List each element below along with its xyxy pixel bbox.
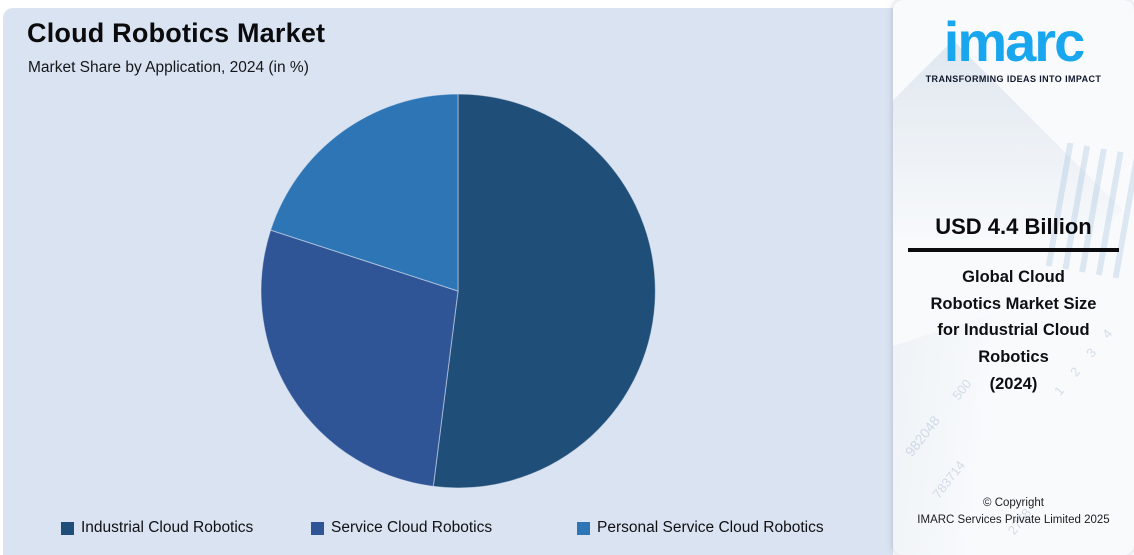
pie-slice — [269, 93, 459, 292]
legend-swatch — [311, 521, 324, 535]
legend-label: Personal Service Cloud Robotics — [597, 519, 824, 536]
legend-swatch — [61, 521, 74, 535]
copyright-line2: IMARC Services Private Limited 2025 — [917, 514, 1110, 527]
legend-swatch — [577, 521, 590, 535]
legend-item: Service Cloud Robotics — [311, 519, 577, 537]
pie-slice — [432, 93, 656, 489]
market-size-description: Global Cloud Robotics Market Size for In… — [930, 268, 1097, 393]
imarc-logo: imarc TRANSFORMING IDEAS INTO IMPACT — [893, 10, 1134, 84]
copyright: © Copyright IMARC Services Private Limit… — [893, 495, 1134, 530]
legend: Industrial Cloud Robotics Service Cloud R… — [61, 519, 883, 537]
chart-subtitle: Market Share by Application, 2024 (in %) — [28, 59, 309, 76]
market-size-value: USD 4.4 Billion — [935, 214, 1092, 239]
legend-label: Service Cloud Robotics — [331, 519, 493, 536]
divider — [908, 248, 1119, 252]
imarc-logo-tagline: TRANSFORMING IDEAS INTO IMPACT — [925, 74, 1102, 85]
chart-area: Cloud Robotics Market Market Share by Ap… — [3, 8, 893, 555]
imarc-logo-text: imarc — [943, 10, 1085, 73]
pie-chart — [260, 93, 656, 489]
legend-label: Industrial Cloud Robotics — [81, 519, 254, 536]
legend-item: Industrial Cloud Robotics — [61, 519, 311, 537]
pie-slice — [260, 229, 459, 487]
copyright-line1: © Copyright — [983, 497, 1044, 509]
chart-title: Cloud Robotics Market — [27, 18, 326, 48]
legend-item: Personal Service Cloud Robotics — [577, 519, 824, 537]
info-panel: 982048 783714 2768 500 1 2 3 4 imarc TRA… — [893, 0, 1134, 555]
